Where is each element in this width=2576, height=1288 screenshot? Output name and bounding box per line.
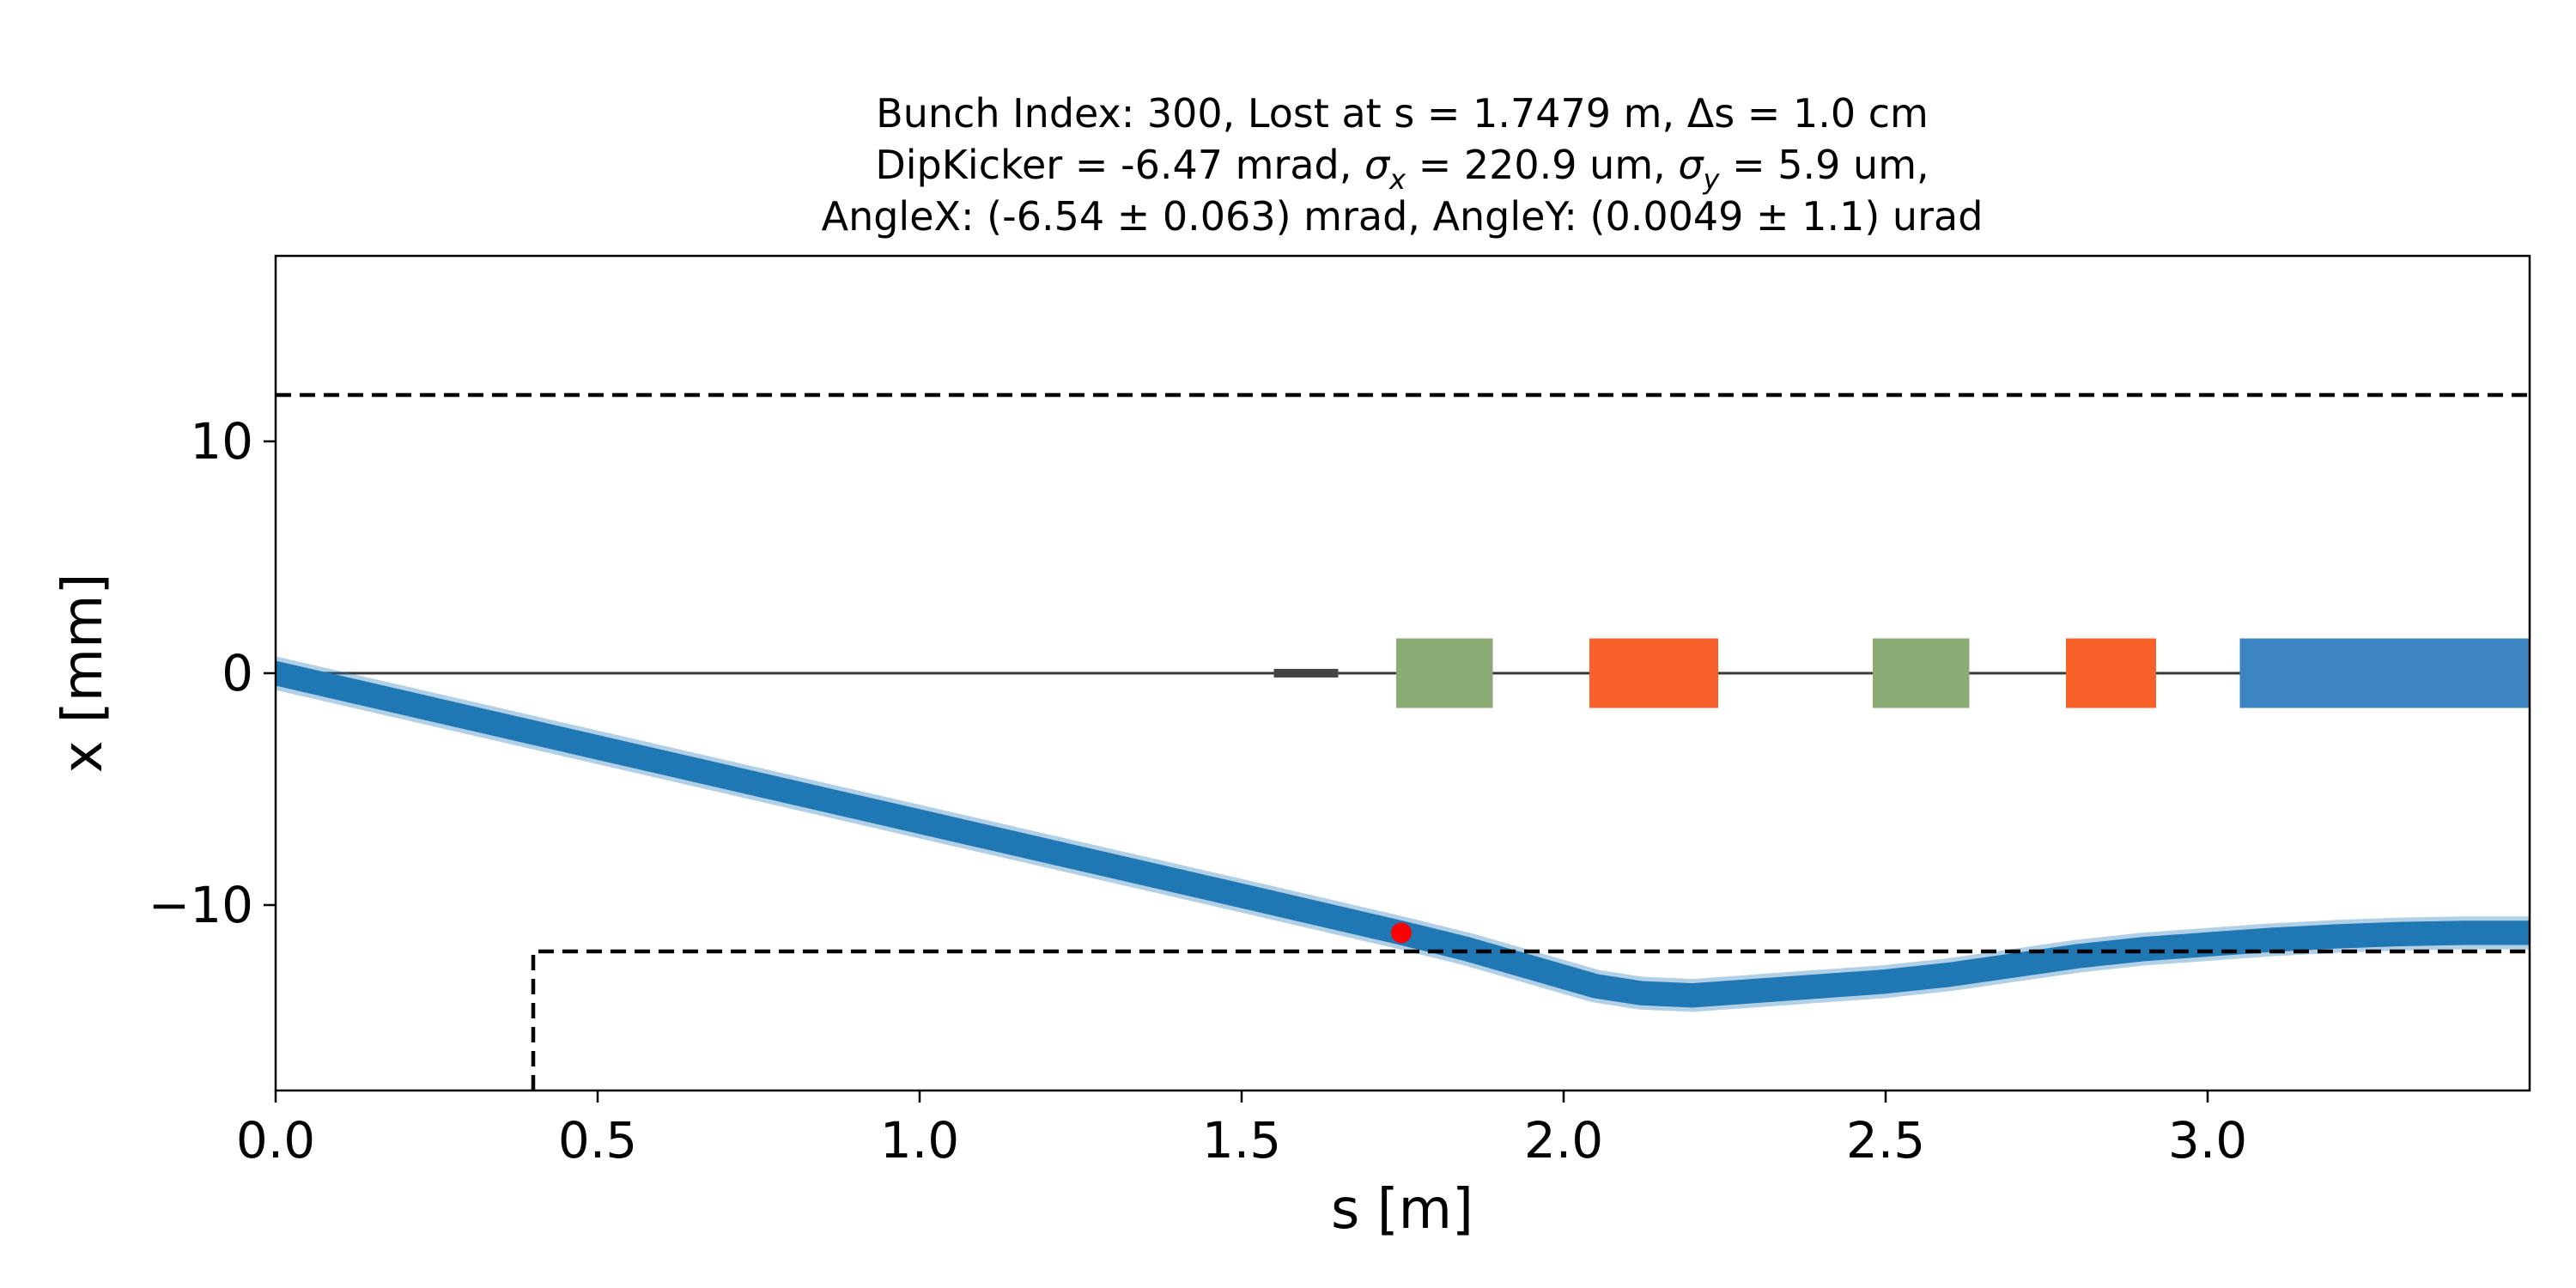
element-kicker: [1589, 638, 1718, 708]
y-tick-label: 0: [222, 644, 253, 702]
x-axis: 0.0 0.5 1.0 1.5 2.0 2.5 3.0: [236, 1091, 2247, 1170]
chart-title: Bunch Index: 300, Lost at s = 1.7479 m, …: [822, 90, 1984, 240]
x-tick-label: 1.5: [1202, 1111, 1281, 1170]
x-tick-label: 0.0: [236, 1111, 315, 1170]
element-dipole: [2239, 638, 2530, 708]
x-tick-label: 1.0: [880, 1111, 959, 1170]
x-tick-label: 2.5: [1846, 1111, 1925, 1170]
beam-trajectory: [276, 660, 2530, 1008]
x-tick-label: 0.5: [558, 1111, 637, 1170]
title-line-2: DipKicker = -6.47 mrad, σx = 220.9 um, σ…: [875, 142, 1929, 196]
element-quadrupole: [1396, 638, 1493, 708]
element-quadrupole: [1873, 638, 1970, 708]
plot-area: [276, 392, 2530, 1091]
loss-point: [1390, 922, 1412, 944]
title-line-3: AngleX: (-6.54 ± 0.063) mrad, AngleY: (0…: [822, 193, 1984, 240]
y-tick-label: −10: [149, 876, 253, 934]
element-marker: [1273, 669, 1339, 677]
title-line-1: Bunch Index: 300, Lost at s = 1.7479 m, …: [876, 90, 1929, 137]
y-axis-label: x [mm]: [52, 574, 115, 774]
x-tick-label: 3.0: [2168, 1111, 2247, 1170]
x-tick-label: 2.0: [1524, 1111, 1603, 1170]
aperture-lower: [531, 949, 2530, 1091]
y-tick-label: 10: [190, 412, 253, 471]
y-axis: 10 0 −10: [149, 412, 276, 934]
x-axis-label: s [m]: [1331, 1178, 1473, 1242]
element-kicker: [2066, 638, 2156, 708]
